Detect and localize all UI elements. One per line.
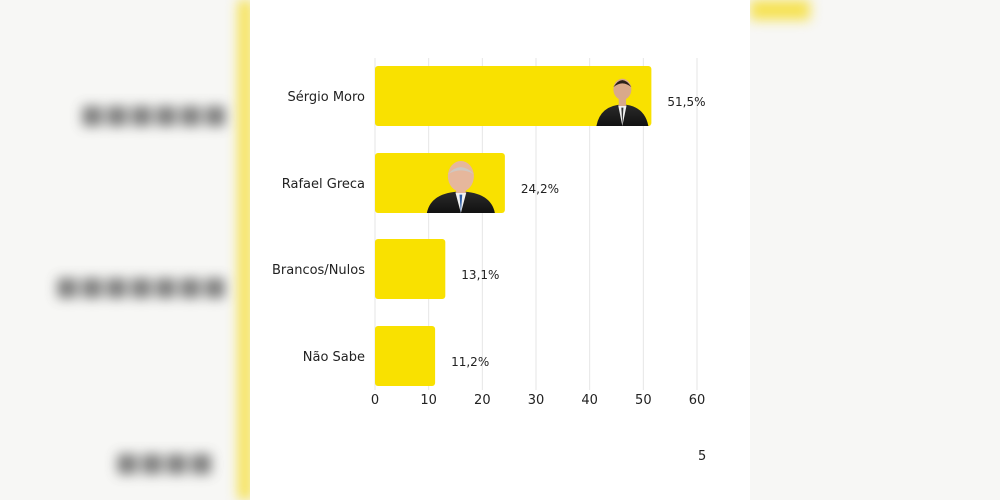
bar-brancos-nulos (375, 239, 446, 299)
page-number: 5 (698, 449, 707, 464)
blurred-backdrop-right (750, 0, 1000, 500)
x-axis-ticks: 0 10 20 30 40 50 60 (371, 393, 705, 408)
value-labels: 51,5% 24,2% 13,1% 11,2% (451, 95, 705, 369)
bar-sergio-moro (375, 66, 652, 126)
photo-rafael-greca-icon (426, 160, 495, 213)
value-label-rafael-greca: 24,2% (521, 182, 559, 196)
x-tick-label-30: 30 (528, 393, 545, 408)
value-label-brancos-nulos: 13,1% (461, 268, 499, 282)
x-tick-label-20: 20 (474, 393, 491, 408)
category-label-sergio-moro: Sérgio Moro (288, 90, 366, 105)
x-tick-label-10: 10 (420, 393, 437, 408)
candidate-photos (426, 78, 649, 213)
category-label-brancos-nulos: Brancos/Nulos (272, 263, 365, 278)
bar-nao-sabe (375, 326, 436, 386)
x-tick-label-60: 60 (689, 393, 706, 408)
x-tick-label-50: 50 (635, 393, 652, 408)
x-tick-label-0: 0 (371, 393, 379, 408)
bars (375, 66, 652, 386)
category-label-rafael-greca: Rafael Greca (282, 177, 365, 192)
value-label-sergio-moro: 51,5% (667, 95, 705, 109)
photo-sergio-moro-icon (596, 78, 649, 126)
value-label-nao-sabe: 11,2% (451, 355, 489, 369)
blurred-backdrop-left: ■■■■■■ ■■■■■■■ ■■■■ (0, 0, 250, 500)
x-tick-label-40: 40 (581, 393, 598, 408)
category-labels: Sérgio Moro Rafael Greca Brancos/Nulos Não … (272, 90, 365, 365)
category-label-nao-sabe: Não Sabe (303, 350, 365, 365)
